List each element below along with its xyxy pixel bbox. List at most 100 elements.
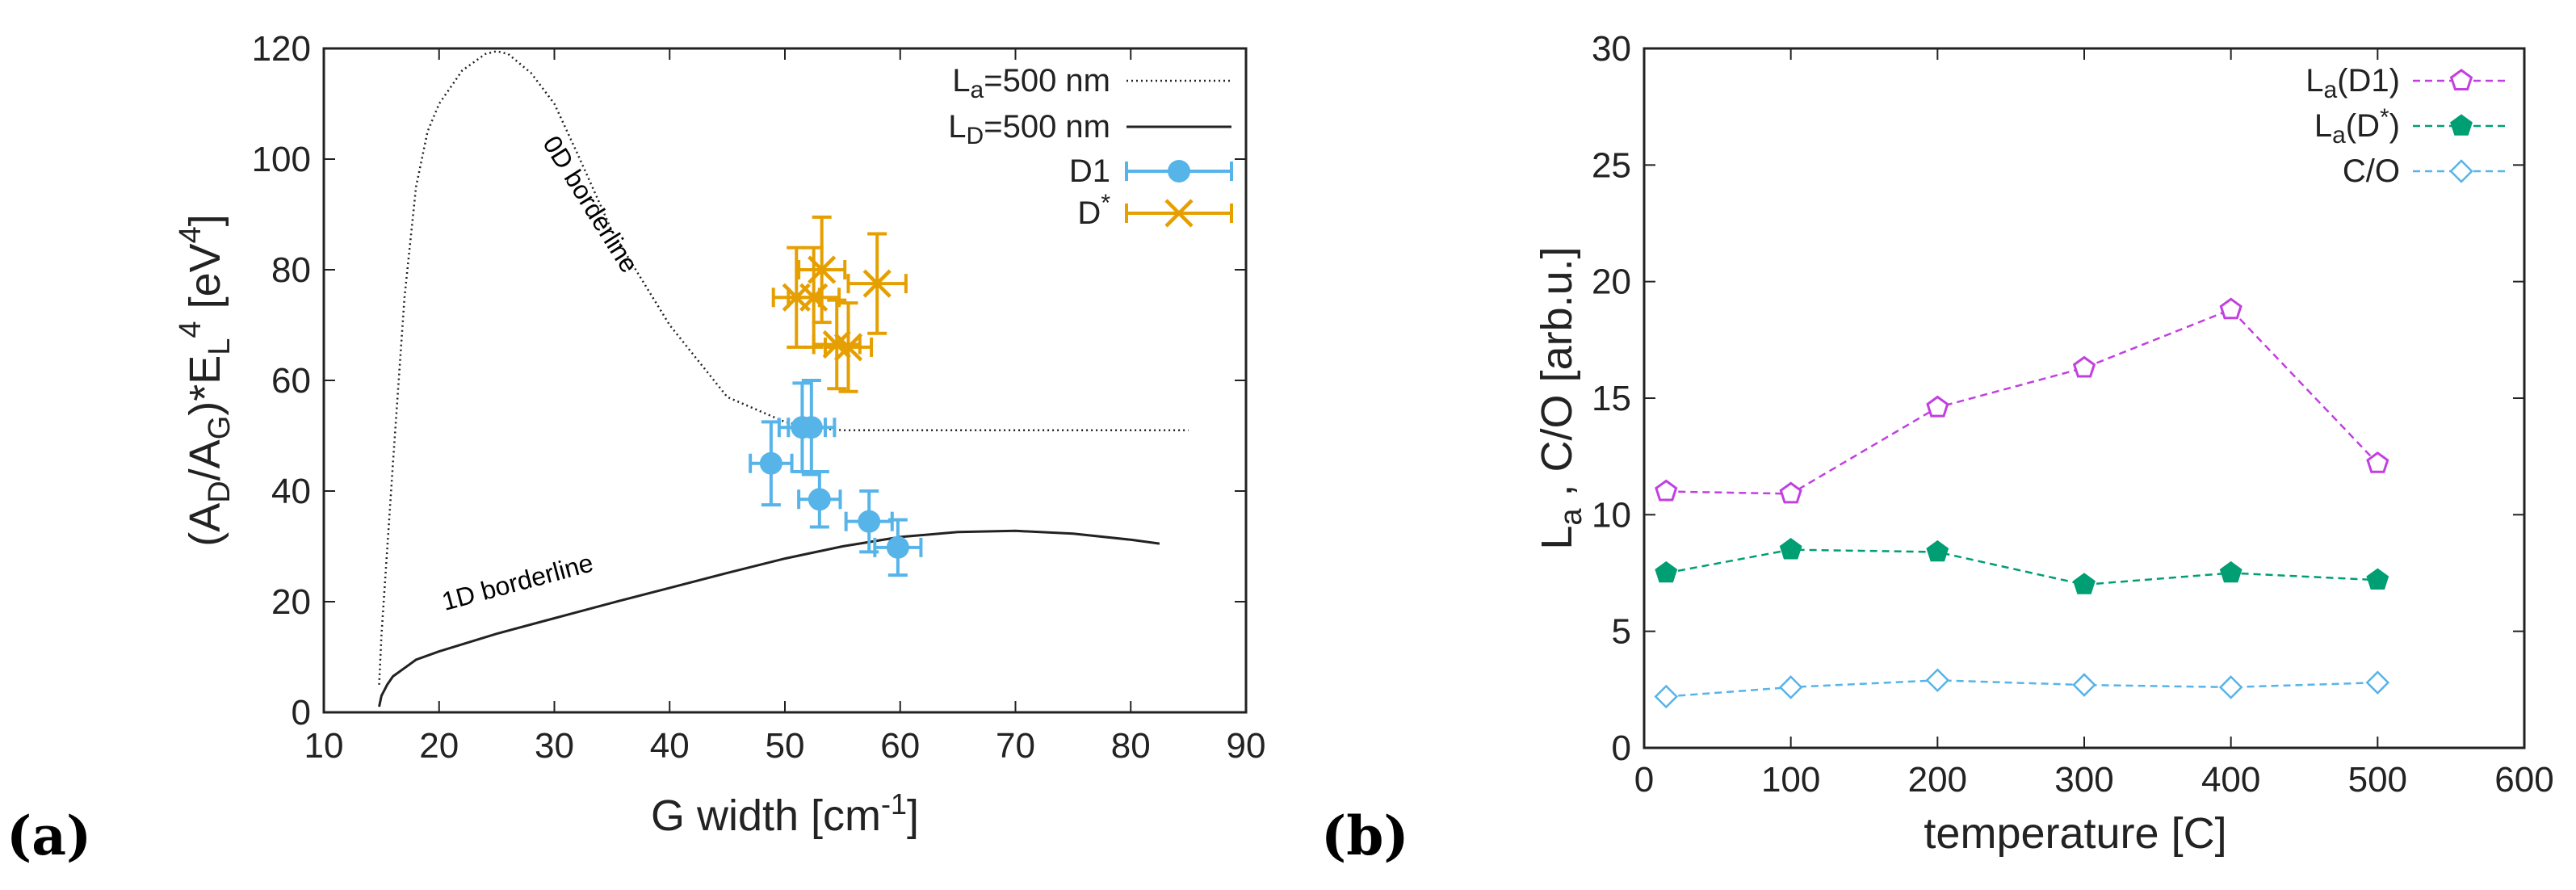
data-point — [1925, 668, 1950, 693]
data-point — [2218, 675, 2243, 699]
series-pentagon-filled — [1655, 537, 2389, 594]
y-tick-label: 60 — [271, 361, 311, 401]
x-tick-label: 30 — [535, 726, 574, 766]
data-point — [1655, 479, 1678, 502]
legend-label-ld: LD=500 nm — [948, 109, 1110, 149]
y-tick-label: 100 — [252, 140, 311, 179]
panel-a-y-axis-title: (AD/AG)*EL4 [eV4] — [174, 214, 237, 547]
data-point — [1926, 539, 1949, 562]
annotation-0d-borderline: 0D borderline — [537, 131, 644, 278]
y-tick-label: 10 — [1592, 495, 1631, 535]
series-line — [1666, 308, 2379, 495]
legend-marker — [2449, 69, 2473, 90]
data-point — [1655, 560, 1678, 583]
annotation-1d-borderline: 1D borderline — [438, 548, 596, 615]
series-pentagon-open — [1655, 297, 2389, 504]
dstar-marker — [808, 255, 837, 284]
legend-label-c-o: C/O — [2343, 153, 2400, 189]
dstar-point — [797, 215, 847, 325]
series-line — [1666, 679, 2378, 698]
x-tick-label: 60 — [880, 726, 920, 766]
y-tick-label: 5 — [1612, 612, 1631, 652]
data-point — [2073, 573, 2096, 594]
data-point — [2219, 297, 2242, 320]
x-tick-label: 80 — [1111, 726, 1151, 766]
panel-a-x-axis-title: G width [cm-1] — [651, 787, 919, 840]
data-point — [2366, 451, 2389, 473]
y-tick-label: 120 — [252, 29, 311, 69]
legend-label-la-d1: La(D1) — [2305, 63, 2400, 103]
data-point — [2219, 560, 2242, 583]
legend-marker — [2449, 159, 2473, 183]
x-tick-label: 600 — [2494, 760, 2553, 800]
panel-b-x-axis-title: temperature [C] — [1924, 809, 2226, 858]
data-point — [2365, 670, 2390, 695]
data-point — [1926, 395, 1949, 418]
y-tick-label: 25 — [1592, 145, 1631, 185]
panel-a-annotations: 0D borderline 1D borderline — [438, 131, 644, 616]
panel-a-chart: 10 20 30 40 50 60 70 80 90 0 20 40 60 80 100 120 La=500… — [6, 29, 1265, 867]
data-point — [1779, 481, 1802, 504]
d1-point — [873, 518, 923, 577]
panel-a-series — [378, 50, 1189, 707]
y-tick-label: 40 — [271, 472, 311, 511]
panel-a-ticks: 10 20 30 40 50 60 70 80 90 0 20 40 60 80 100 120 — [252, 29, 1266, 766]
d1-point — [787, 379, 837, 476]
y-tick-label: 80 — [271, 250, 311, 290]
x-tick-label: 500 — [2348, 760, 2407, 800]
dstar-point — [846, 232, 908, 335]
x-tick-label: 90 — [1227, 726, 1266, 766]
panel-b-ticks: 0 100 200 300 400 500 600 0 5 10 15 20 25 30 — [1592, 29, 2554, 800]
data-point — [2072, 673, 2096, 697]
legend-label-la-dstar: La(D*) — [2314, 104, 2400, 149]
series-line — [1666, 548, 2378, 586]
panel-a-plot-frame — [322, 47, 1248, 714]
x-tick-label: 200 — [1908, 760, 1967, 800]
x-tick-label: 70 — [996, 726, 1035, 766]
x-tick-label: 300 — [2054, 760, 2113, 800]
dstar-marker — [833, 333, 863, 362]
y-tick-label: 20 — [271, 582, 311, 622]
legend-marker — [2450, 114, 2473, 136]
panel-a-y-axis-text: (AD/AG)*EL4 [eV4] — [174, 214, 237, 547]
panel-a-legend: La=500 nm LD=500 nm D1D* — [948, 63, 1233, 231]
panel-b-series — [1654, 297, 2390, 709]
x-tick-label: 0 — [1634, 760, 1654, 800]
y-tick-label: 30 — [1592, 29, 1631, 69]
legend-dstar-marker — [1164, 199, 1194, 228]
data-point — [1778, 675, 1803, 699]
x-tick-label: 100 — [1761, 760, 1820, 800]
data-point — [2366, 568, 2389, 590]
panel-b-legend: La(D1)La(D*) C/O — [2305, 63, 2510, 189]
dstar-marker — [862, 269, 892, 298]
x-tick-label: 400 — [2201, 760, 2260, 800]
panel-b-y-axis-title: La , C/O [arb.u.] — [1533, 246, 1588, 549]
d1-marker — [799, 416, 823, 439]
y-tick-label: 20 — [1592, 262, 1631, 302]
data-point — [1654, 684, 1679, 709]
panel-b-tag: (b) — [1321, 804, 1409, 867]
d1-point — [844, 489, 894, 554]
legend-label-la: La=500 nm — [952, 63, 1110, 103]
series-diamond-open — [1654, 668, 2390, 709]
y-tick-label: 15 — [1592, 379, 1631, 418]
d1-marker — [759, 451, 782, 475]
d1-marker — [858, 510, 881, 533]
x-tick-label: 10 — [304, 726, 344, 766]
d1-marker — [886, 535, 909, 559]
legend-d1-marker — [1168, 160, 1190, 183]
dstar-point — [823, 301, 874, 393]
panel-a-tag: (a) — [6, 804, 91, 867]
x-tick-label: 20 — [419, 726, 459, 766]
d1-point — [797, 470, 842, 529]
y-tick-label: 0 — [1612, 728, 1631, 768]
y-tick-label: 0 — [292, 693, 311, 733]
data-point — [1779, 537, 1802, 560]
legend-label-d1: D1 — [1069, 153, 1110, 189]
x-tick-label: 40 — [650, 726, 690, 766]
d1-point — [749, 420, 794, 507]
series-line-ld — [378, 529, 1160, 707]
d1-marker — [808, 488, 831, 511]
